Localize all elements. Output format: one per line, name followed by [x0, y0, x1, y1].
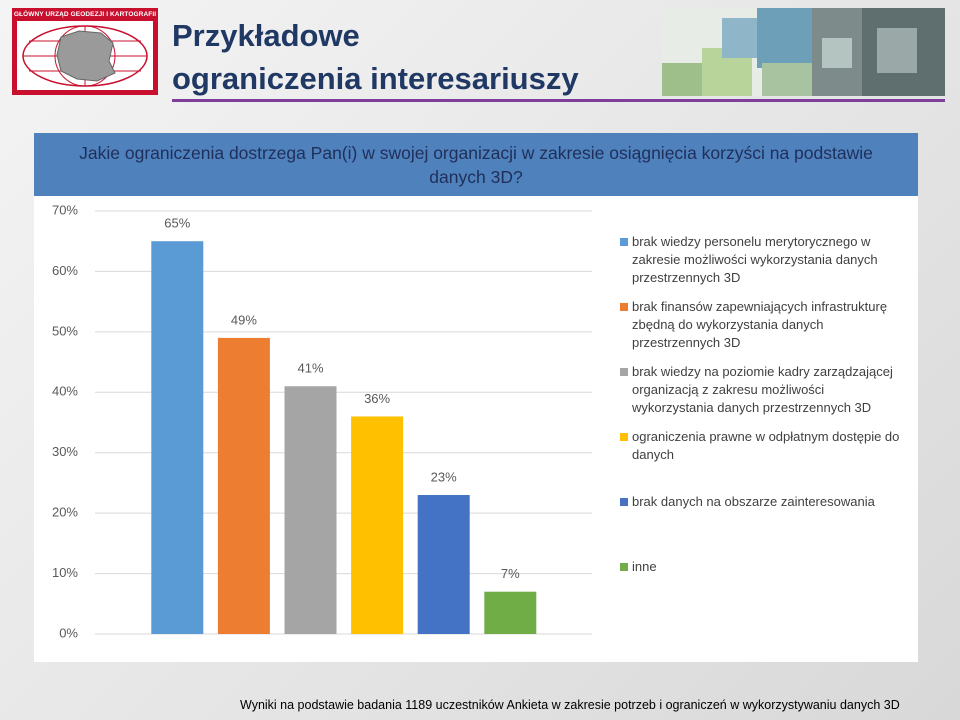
legend-label: ograniczenia prawne w odpłatnym dostępie… — [632, 429, 900, 462]
y-tick-label: 10% — [52, 565, 78, 580]
chart-title: Jakie ograniczenia dostrzega Pan(i) w sw… — [79, 142, 873, 187]
y-tick-label: 0% — [59, 625, 78, 640]
legend-label: brak wiedzy personelu merytorycznego w z… — [632, 234, 878, 285]
slide-title-line: ograniczenia interesariuszy — [172, 61, 579, 96]
bar — [284, 386, 337, 634]
logo-text: GŁÓWNY URZĄD GEODEZJI I KARTOGRAFII — [13, 11, 157, 18]
slide-title: Przykładowe ograniczenia interesariuszy — [172, 14, 579, 100]
y-tick-label: 60% — [52, 263, 78, 278]
y-tick-label: 20% — [52, 505, 78, 520]
bar — [217, 337, 270, 634]
legend-swatch — [620, 498, 628, 506]
data-label: 65% — [164, 216, 190, 231]
data-label: 36% — [364, 391, 390, 406]
legend-label: inne — [632, 559, 657, 574]
bar — [151, 241, 204, 634]
data-label: 49% — [231, 312, 257, 327]
legend-label: brak danych na obszarze zainteresowania — [632, 494, 875, 509]
legend-swatch — [620, 303, 628, 311]
y-tick-label: 30% — [52, 444, 78, 459]
legend-swatch — [620, 563, 628, 571]
bar — [351, 416, 404, 634]
logo-graphic — [22, 25, 148, 87]
chart: 0% 10% 20% 30% 40% 50% 60% 70% 65% 49% 41% 36% 23% 7% — [52, 202, 592, 640]
header-rule — [172, 99, 945, 102]
legend-label: brak wiedzy na poziomie kadry zarządzają… — [632, 364, 893, 415]
legend-label: brak finansów zapewniających infrastrukt… — [632, 299, 888, 350]
chart-title-band: Jakie ograniczenia dostrzega Pan(i) w sw… — [34, 133, 918, 196]
bar — [417, 495, 470, 634]
legend-swatch — [620, 368, 628, 376]
y-tick-label: 70% — [52, 202, 78, 217]
chart-panel: Jakie ograniczenia dostrzega Pan(i) w sw… — [34, 133, 918, 662]
y-tick-label: 40% — [52, 384, 78, 399]
y-tick-label: 50% — [52, 323, 78, 338]
data-label: 23% — [431, 469, 457, 484]
data-label: 41% — [297, 361, 323, 376]
footer-note: Wyniki na podstawie badania 1189 uczestn… — [240, 698, 900, 712]
data-label: 7% — [501, 566, 520, 581]
legend-swatch — [620, 238, 628, 246]
logo: GŁÓWNY URZĄD GEODEZJI I KARTOGRAFII — [12, 8, 158, 95]
legend-swatch — [620, 433, 628, 441]
bar — [484, 591, 537, 634]
header-image — [662, 8, 945, 96]
slide-title-line: Przykładowe — [172, 18, 360, 53]
logo-map — [17, 21, 153, 90]
